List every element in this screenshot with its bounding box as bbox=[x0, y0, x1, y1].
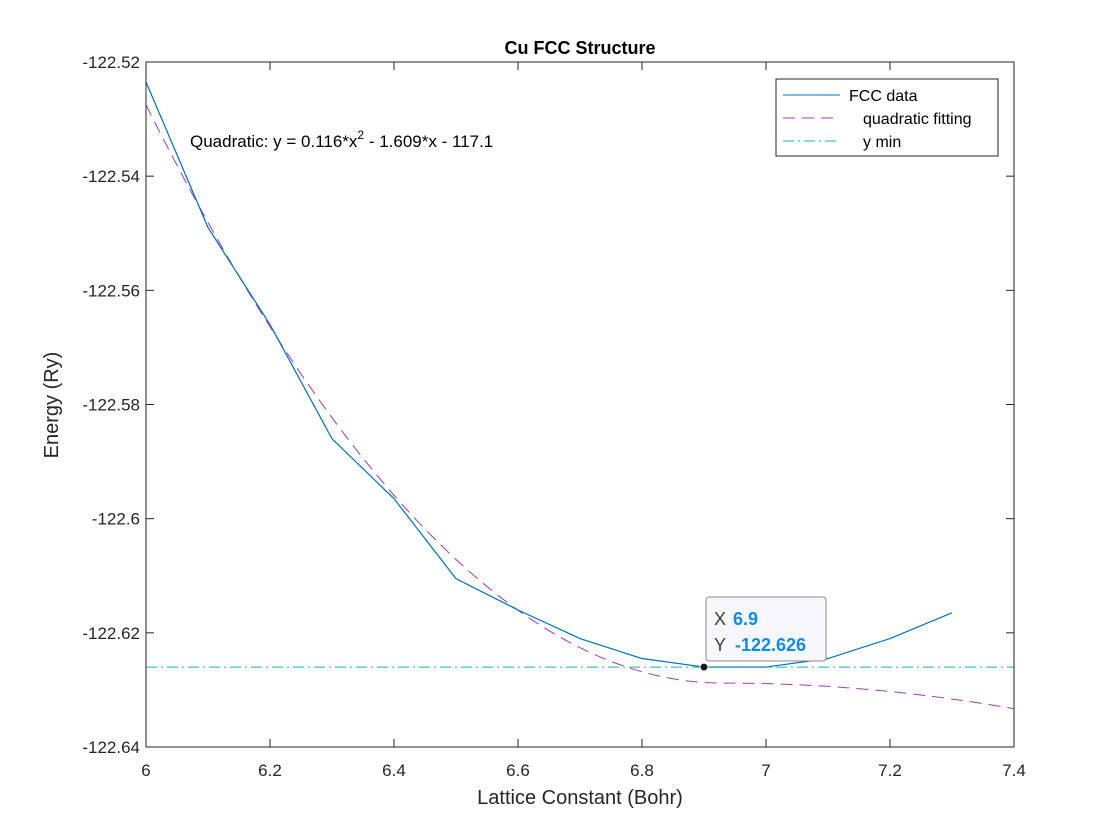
x-axis-label: Lattice Constant (Bohr) bbox=[477, 787, 683, 809]
legend-label-quadratic-fitting: quadratic fitting bbox=[863, 111, 972, 128]
equation-annotation: Quadratic: y = 0.116*x2 - 1.609*x - 117.… bbox=[190, 128, 493, 151]
x-tick-label: 6.4 bbox=[382, 761, 406, 780]
data-tip[interactable]: X 6.9 Y -122.626 bbox=[705, 596, 827, 662]
data-tip-box bbox=[705, 596, 827, 662]
data-tip-x-value: 6.9 bbox=[733, 609, 758, 629]
equation-exponent: 2 bbox=[357, 128, 364, 142]
x-tick-label: 6.2 bbox=[258, 761, 282, 780]
data-tip-y-value: -122.626 bbox=[735, 635, 806, 655]
legend-label-fcc-data: FCC data bbox=[849, 88, 918, 105]
x-tick-label: 7 bbox=[761, 761, 770, 780]
y-tick-label: -122.64 bbox=[82, 738, 140, 757]
y-tick-label: -122.54 bbox=[82, 167, 140, 186]
y-tick-label: -122.6 bbox=[92, 510, 140, 529]
chart-title: Cu FCC Structure bbox=[504, 38, 655, 58]
data-tip-x-label: X bbox=[714, 609, 726, 629]
data-tip-y-label: Y bbox=[714, 635, 726, 655]
y-tick-label: -122.62 bbox=[82, 624, 140, 643]
x-tick-label: 7.4 bbox=[1002, 761, 1026, 780]
y-tick-label: -122.56 bbox=[82, 281, 140, 300]
marker-layer bbox=[699, 662, 709, 672]
equation-text: Quadratic: y = 0.116*x bbox=[190, 132, 358, 151]
x-tick-label: 7.2 bbox=[878, 761, 902, 780]
y-tick-label: -122.58 bbox=[82, 396, 140, 415]
series-quadratic-fitting-line bbox=[145, 104, 1015, 710]
x-tick-label: 6.6 bbox=[506, 761, 530, 780]
legend-label-y-min: y min bbox=[863, 134, 901, 151]
y-tick-label: -122.52 bbox=[82, 53, 140, 72]
legend: FCC data quadratic fitting y min bbox=[775, 78, 999, 157]
data-tip-marker[interactable] bbox=[699, 662, 709, 672]
ticks-layer: 6 6.2 6.4 6.6 6.8 7 7.2 7.4 -122.52 -122.54 -122.5… bbox=[82, 53, 1025, 780]
x-tick-label: 6.8 bbox=[630, 761, 654, 780]
x-tick-label: 6 bbox=[141, 761, 150, 780]
equation-text-tail: - 1.609*x - 117.1 bbox=[364, 132, 493, 151]
plot-area bbox=[146, 62, 1014, 747]
y-axis-label: Energy (Ry) bbox=[41, 352, 63, 459]
